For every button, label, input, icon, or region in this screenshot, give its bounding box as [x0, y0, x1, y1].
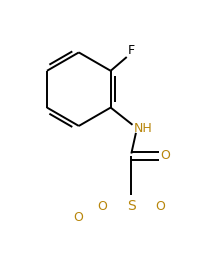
Text: O: O — [160, 149, 170, 162]
Text: NH: NH — [134, 122, 152, 135]
Text: O: O — [155, 200, 165, 213]
Text: S: S — [127, 199, 136, 213]
Text: O: O — [97, 200, 107, 213]
Text: F: F — [128, 44, 135, 57]
Text: O: O — [74, 211, 83, 223]
